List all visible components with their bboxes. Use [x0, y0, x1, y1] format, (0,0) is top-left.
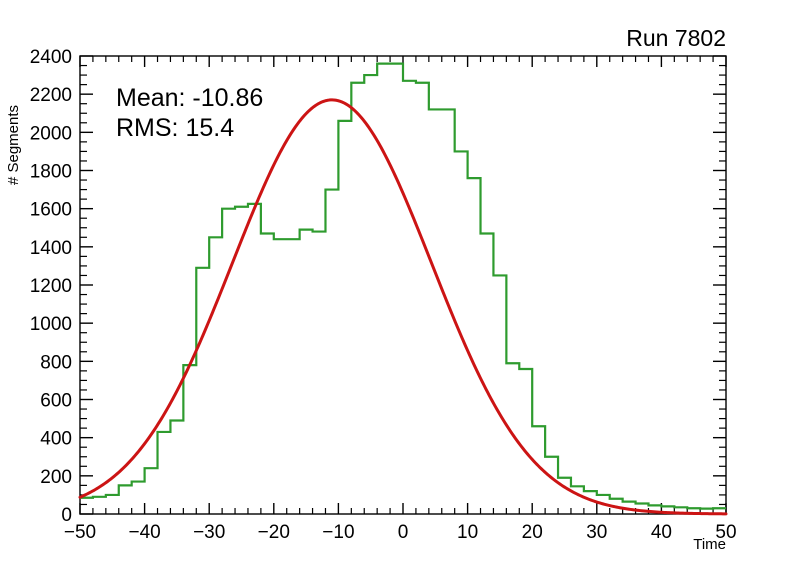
- x-axis-title: Time: [693, 536, 726, 553]
- x-tick-label: 40: [651, 522, 672, 543]
- x-tick-label: 10: [457, 522, 478, 543]
- x-tick-label: 50: [715, 522, 736, 543]
- y-tick-label: 1800: [30, 162, 72, 183]
- histogram-series: [80, 62, 726, 510]
- y-tick-label: 2400: [30, 47, 72, 68]
- x-tick-label: −40: [128, 522, 160, 543]
- x-tick-label: 20: [522, 522, 543, 543]
- y-tick-label: 2200: [30, 85, 72, 106]
- x-tick-label: −20: [258, 522, 290, 543]
- y-tick-label: 600: [40, 391, 72, 412]
- y-tick-label: 1000: [30, 314, 72, 335]
- stat-mean-label: Mean: -10.86: [116, 84, 263, 112]
- y-axis-tick-labels: 0 200 400 600 800 1000 1200 1400 1600 1800 2000 220…: [30, 47, 72, 526]
- y-tick-label: 800: [40, 352, 72, 373]
- y-tick-label: 2000: [30, 123, 72, 144]
- y-axis-title: # Segments: [5, 105, 22, 185]
- y-tick-label: 200: [40, 467, 72, 488]
- y-tick-label: 1600: [30, 200, 72, 221]
- y-tick-label: 1400: [30, 238, 72, 259]
- y-axis-ticks: [80, 55, 726, 515]
- x-tick-label: 30: [586, 522, 607, 543]
- y-tick-label: 400: [40, 429, 72, 450]
- x-tick-label: −10: [322, 522, 354, 543]
- page-title: Run 7802: [626, 25, 726, 51]
- gaussian-fit-curve: [78, 98, 728, 516]
- x-axis-ticks: [79, 56, 727, 514]
- y-tick-label: 0: [61, 505, 72, 526]
- x-tick-label: −30: [193, 522, 225, 543]
- stat-rms-label: RMS: 15.4: [116, 114, 234, 142]
- y-tick-label: 1200: [30, 276, 72, 297]
- x-axis-tick-labels: −50 −40 −30 −20 −10 0 10 20 30 40 50: [64, 522, 737, 543]
- x-tick-label: 0: [398, 522, 409, 543]
- x-tick-label: −50: [64, 522, 96, 543]
